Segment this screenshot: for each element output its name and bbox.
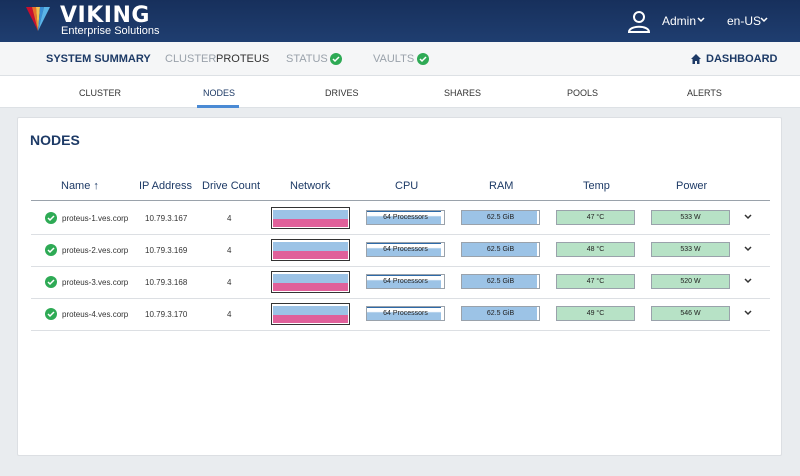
temp-bar: 47 °C <box>556 210 635 225</box>
vaults-ok-icon <box>417 53 429 65</box>
cpu-label: 64 Processors <box>383 278 428 285</box>
viking-logo-icon <box>26 7 50 31</box>
row-divider <box>31 266 770 267</box>
temp-bar: 49 °C <box>556 306 635 321</box>
ram-label: 62.5 GiB <box>486 278 515 285</box>
node-name[interactable]: proteus-3.ves.corp <box>62 278 129 287</box>
power-bar: 520 W <box>651 274 730 289</box>
row-divider <box>31 298 770 299</box>
node-name[interactable]: proteus-4.ves.corp <box>62 310 129 319</box>
cpu-label: 64 Processors <box>383 214 428 221</box>
power-bar: 533 W <box>651 242 730 257</box>
card-title: NODES <box>30 132 80 148</box>
temp-label: 47 °C <box>586 278 605 285</box>
ram-label: 62.5 GiB <box>486 310 515 317</box>
chevron-down-icon[interactable] <box>744 309 752 317</box>
nodes-card: NODES Name ↑ IP Address Drive Count Netw… <box>17 117 782 456</box>
tab-shares[interactable]: SHARES <box>444 88 482 98</box>
column-header-network[interactable]: Network <box>290 180 331 192</box>
column-header-drive-count[interactable]: Drive Count <box>202 180 261 192</box>
check-circle-icon <box>45 308 57 320</box>
power-label: 520 W <box>680 278 701 285</box>
user-icon[interactable] <box>627 9 651 33</box>
tab-drives[interactable]: DRIVES <box>325 88 359 98</box>
chevron-down-icon[interactable] <box>697 16 705 24</box>
check-circle-icon <box>45 276 57 288</box>
column-header-temp[interactable]: Temp <box>583 180 610 192</box>
node-drive-count: 4 <box>227 214 232 223</box>
dashboard-link[interactable]: DASHBOARD <box>706 53 778 65</box>
chevron-down-icon[interactable] <box>744 213 752 221</box>
temp-bar: 47 °C <box>556 274 635 289</box>
home-icon[interactable] <box>691 54 701 64</box>
node-ip: 10.79.3.167 <box>145 214 188 223</box>
cpu-bar: 64 Processors <box>366 306 445 321</box>
network-graph <box>271 271 350 293</box>
cluster-label: CLUSTER <box>165 53 217 65</box>
tab-cluster[interactable]: CLUSTER <box>79 88 122 98</box>
node-drive-count: 4 <box>227 310 232 319</box>
check-circle-icon <box>45 212 57 224</box>
row-divider <box>31 234 770 235</box>
ram-bar: 62.5 GiB <box>461 242 540 257</box>
network-graph <box>271 303 350 325</box>
node-drive-count: 4 <box>227 278 232 287</box>
cpu-bar: 64 Processors <box>366 210 445 225</box>
chevron-down-icon[interactable] <box>744 245 752 253</box>
language-menu[interactable]: en-US <box>727 14 762 28</box>
cpu-label: 64 Processors <box>383 310 428 317</box>
tab-alerts[interactable]: ALERTS <box>687 88 722 98</box>
column-header-ram[interactable]: RAM <box>489 180 514 192</box>
temp-bar: 48 °C <box>556 242 635 257</box>
network-graph <box>271 239 350 261</box>
network-graph <box>271 207 350 229</box>
column-header-name[interactable]: Name ↑ <box>61 180 99 192</box>
status-label: STATUS <box>286 53 328 65</box>
ram-bar: 62.5 GiB <box>461 306 540 321</box>
temp-label: 48 °C <box>586 246 605 253</box>
tab-bar: CLUSTER NODES DRIVES SHARES POOLS ALERTS <box>0 76 800 108</box>
user-menu[interactable]: Admin <box>662 14 697 28</box>
row-divider <box>31 330 770 331</box>
cpu-bar: 64 Processors <box>366 242 445 257</box>
top-header: VIKING Enterprise Solutions Admin en-US <box>0 0 800 42</box>
ram-bar: 62.5 GiB <box>461 274 540 289</box>
power-bar: 546 W <box>651 306 730 321</box>
column-header-power[interactable]: Power <box>676 180 708 192</box>
tab-nodes[interactable]: NODES <box>203 88 236 98</box>
node-ip: 10.79.3.170 <box>145 310 188 319</box>
node-ip: 10.79.3.169 <box>145 246 188 255</box>
ram-label: 62.5 GiB <box>486 246 515 253</box>
power-bar: 533 W <box>651 210 730 225</box>
temp-label: 49 °C <box>586 310 605 317</box>
power-label: 546 W <box>680 310 701 317</box>
cpu-bar: 64 Processors <box>366 274 445 289</box>
node-name[interactable]: proteus-2.ves.corp <box>62 246 129 255</box>
power-label: 533 W <box>680 214 701 221</box>
cluster-value: PROTEUS <box>216 53 270 65</box>
node-name[interactable]: proteus-1.ves.corp <box>62 214 129 223</box>
cpu-label: 64 Processors <box>383 246 428 253</box>
summary-title: SYSTEM SUMMARY <box>46 53 151 65</box>
brand-name: VIKING <box>60 3 150 28</box>
check-circle-icon <box>45 244 57 256</box>
vaults-label: VAULTS <box>373 53 415 65</box>
status-ok-icon <box>330 53 342 65</box>
chevron-down-icon[interactable] <box>744 277 752 285</box>
temp-label: 47 °C <box>586 214 605 221</box>
power-label: 533 W <box>680 246 701 253</box>
tab-pools[interactable]: POOLS <box>567 88 599 98</box>
node-ip: 10.79.3.168 <box>145 278 188 287</box>
brand-subtitle: Enterprise Solutions <box>61 25 160 37</box>
system-summary-bar: SYSTEM SUMMARY CLUSTER PROTEUS STATUS VA… <box>0 42 800 76</box>
column-header-cpu[interactable]: CPU <box>395 180 419 192</box>
header-divider <box>31 200 770 201</box>
column-header-ip[interactable]: IP Address <box>139 180 192 192</box>
node-drive-count: 4 <box>227 246 232 255</box>
ram-bar: 62.5 GiB <box>461 210 540 225</box>
ram-label: 62.5 GiB <box>486 214 515 221</box>
active-tab-indicator <box>197 105 239 108</box>
chevron-down-icon[interactable] <box>760 16 768 24</box>
